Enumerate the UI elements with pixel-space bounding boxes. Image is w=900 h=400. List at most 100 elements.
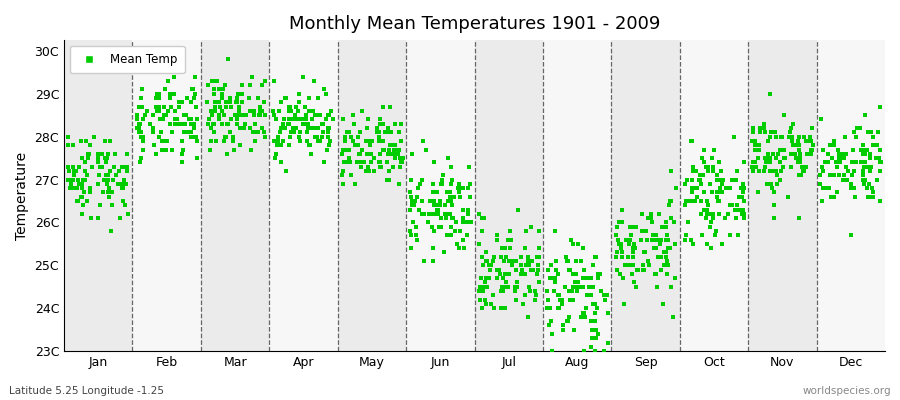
Point <box>480 284 494 290</box>
Point <box>299 112 313 118</box>
Point <box>184 86 199 93</box>
Point <box>715 181 729 187</box>
Point <box>769 168 783 174</box>
Point <box>243 108 257 114</box>
Point <box>735 189 750 196</box>
Point <box>427 198 441 204</box>
Point <box>706 189 720 196</box>
Point <box>611 241 625 247</box>
Point <box>83 142 97 148</box>
Point <box>232 112 247 118</box>
Point <box>863 164 878 170</box>
Point <box>310 125 325 131</box>
Point <box>508 284 523 290</box>
Point <box>315 120 329 127</box>
Point <box>77 168 92 174</box>
Point <box>228 112 242 118</box>
Point <box>384 129 399 136</box>
Point <box>626 241 641 247</box>
Point <box>101 150 115 157</box>
Point <box>177 120 192 127</box>
Point <box>773 176 788 183</box>
Point <box>499 254 513 260</box>
Point <box>160 138 175 144</box>
Point <box>566 271 580 277</box>
Point <box>474 228 489 234</box>
Point <box>561 258 575 264</box>
Point <box>745 138 760 144</box>
Point <box>636 228 651 234</box>
Point <box>188 73 202 80</box>
Point <box>100 155 114 161</box>
Point <box>858 150 872 157</box>
Point <box>218 134 232 140</box>
Point <box>338 159 353 166</box>
Point <box>515 266 529 273</box>
Point <box>547 279 562 286</box>
Point <box>218 82 232 88</box>
Point <box>772 159 787 166</box>
Point <box>238 120 253 127</box>
Point <box>100 172 114 178</box>
Point <box>826 172 841 178</box>
Point <box>112 215 127 221</box>
Point <box>803 134 817 140</box>
Point <box>736 215 751 221</box>
Point <box>576 309 590 316</box>
Point <box>652 241 667 247</box>
Point <box>454 185 468 191</box>
Point <box>409 232 423 238</box>
Point <box>699 211 714 217</box>
Point <box>267 112 282 118</box>
Point <box>815 198 830 204</box>
Point <box>336 146 350 153</box>
Point <box>170 116 184 123</box>
Point <box>528 296 543 303</box>
Point <box>373 159 387 166</box>
Point <box>167 116 182 123</box>
Point <box>267 112 282 118</box>
Point <box>659 249 673 256</box>
Point <box>236 125 250 131</box>
Point <box>187 134 202 140</box>
Point <box>83 185 97 191</box>
Point <box>832 155 846 161</box>
Point <box>663 168 678 174</box>
Point <box>167 108 182 114</box>
Point <box>621 254 635 260</box>
Point <box>553 296 567 303</box>
Point <box>608 254 623 260</box>
Point <box>767 129 781 136</box>
Point <box>844 232 859 238</box>
Point <box>569 271 583 277</box>
Point <box>510 279 525 286</box>
Point <box>202 146 217 153</box>
Point <box>256 129 271 136</box>
Point <box>282 142 296 148</box>
Point <box>188 134 202 140</box>
Point <box>326 116 340 123</box>
Point <box>135 104 149 110</box>
Point <box>61 134 76 140</box>
Point <box>115 181 130 187</box>
Point <box>694 198 708 204</box>
Point <box>815 185 830 191</box>
Point <box>530 254 544 260</box>
Point <box>284 134 298 140</box>
Point <box>131 125 146 131</box>
Point <box>496 275 510 282</box>
Point <box>108 150 122 157</box>
Point <box>615 249 629 256</box>
Point <box>709 172 724 178</box>
Title: Monthly Mean Temperatures 1901 - 2009: Monthly Mean Temperatures 1901 - 2009 <box>289 15 661 33</box>
Point <box>342 146 356 153</box>
Bar <box>816 40 885 351</box>
Point <box>659 219 673 226</box>
Point <box>157 112 171 118</box>
Point <box>792 142 806 148</box>
Point <box>248 120 263 127</box>
Point <box>101 176 115 183</box>
Point <box>416 138 430 144</box>
Point <box>486 258 500 264</box>
Point <box>786 120 800 127</box>
